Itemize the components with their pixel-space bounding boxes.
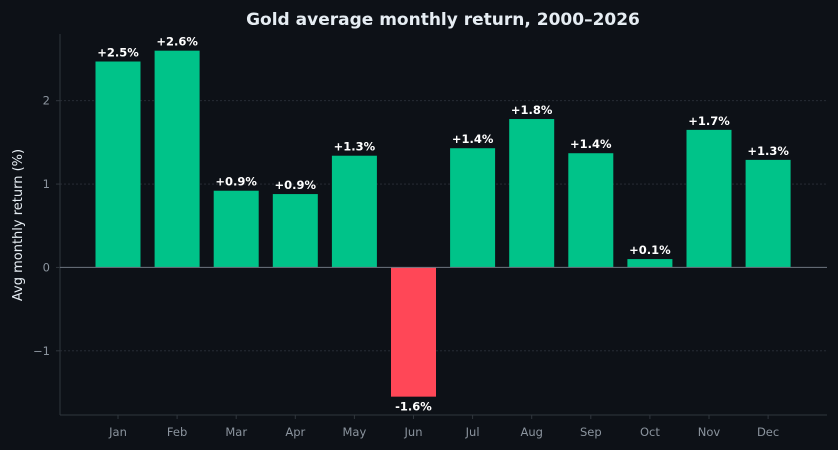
x-tick-label: Nov xyxy=(698,425,721,439)
bar-dec xyxy=(745,159,791,268)
y-tick-label: 2 xyxy=(43,94,50,108)
data-label: +1.8% xyxy=(511,103,553,117)
bar-mar xyxy=(213,190,259,268)
y-tick-label: 0 xyxy=(43,260,50,274)
data-label: +1.3% xyxy=(334,140,376,154)
y-tick-label: 1 xyxy=(43,177,50,191)
bar-jul xyxy=(450,148,496,268)
x-tick-label: Dec xyxy=(757,425,779,439)
x-tick-label: Sep xyxy=(580,425,602,439)
data-label: +0.9% xyxy=(275,178,317,192)
data-label: +0.1% xyxy=(629,243,671,257)
bar-feb xyxy=(154,50,200,268)
x-tick-label: Jun xyxy=(404,425,423,439)
bar-oct xyxy=(627,259,673,268)
x-tick-label: Jul xyxy=(465,425,480,439)
bar-sep xyxy=(568,153,614,268)
plot-area: −1 0 1 2 +2.5% Jan +2.6% Feb +0.9% Mar +0.9% Apr +1.… xyxy=(33,34,827,439)
y-tick-label: −1 xyxy=(33,344,50,358)
bar-jan xyxy=(95,61,141,268)
y-axis-label: Avg monthly return (%) xyxy=(11,149,26,301)
bar-nov xyxy=(686,129,732,268)
data-label: +2.6% xyxy=(156,35,198,49)
bar-jun xyxy=(391,267,436,397)
x-tick-label: Jan xyxy=(108,425,127,439)
bar-aug xyxy=(509,119,555,268)
data-label: -1.6% xyxy=(395,400,432,414)
data-label: +0.9% xyxy=(215,175,257,189)
data-label: +1.4% xyxy=(452,132,494,146)
bar-apr xyxy=(272,194,318,268)
x-tick-label: May xyxy=(343,425,367,439)
bar-may xyxy=(331,155,377,268)
x-tick-label: Mar xyxy=(225,425,247,439)
data-label: +1.3% xyxy=(747,144,789,158)
x-tick-label: Oct xyxy=(640,425,660,439)
x-tick-label: Apr xyxy=(285,425,305,439)
chart-title: Gold average monthly return, 2000–2026 xyxy=(246,10,640,30)
data-label: +1.7% xyxy=(688,114,730,128)
x-tick-label: Aug xyxy=(520,425,542,439)
data-label: +1.4% xyxy=(570,137,612,151)
data-label: +2.5% xyxy=(97,46,139,60)
x-tick-label: Feb xyxy=(167,425,187,439)
